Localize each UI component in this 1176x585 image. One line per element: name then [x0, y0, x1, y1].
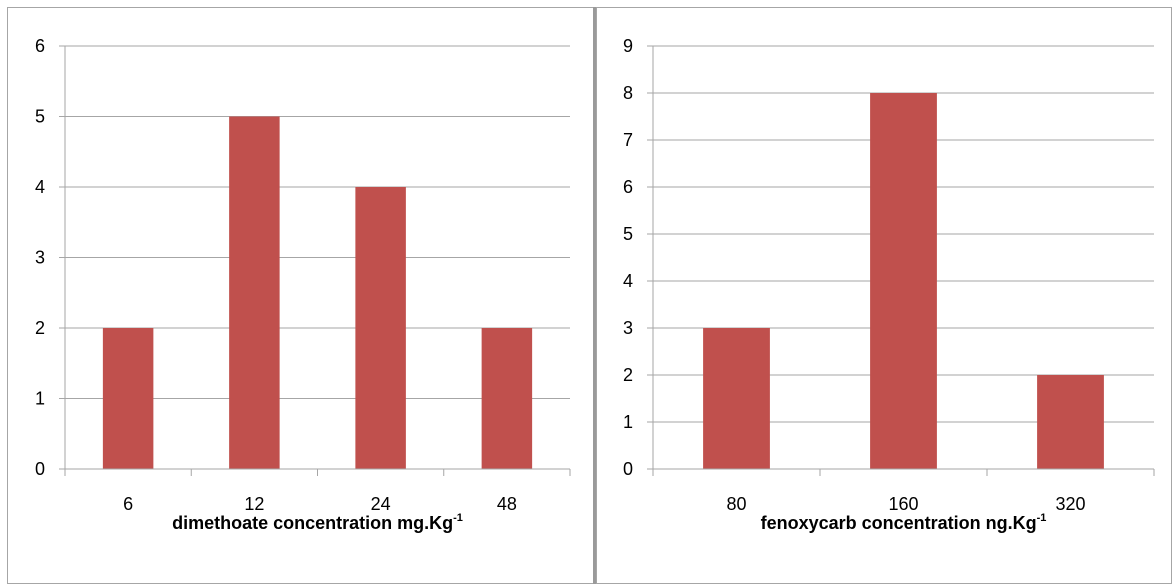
bar-6: [102, 328, 154, 469]
y-tick-label: 6: [623, 177, 633, 197]
bar-320: [1037, 375, 1104, 469]
x-axis-title-text: dimethoate concentration mg.Kg: [172, 513, 453, 533]
chart-fenoxycarb: 0 1 2 3 4 5 6 7 8 9 80 160 320 fenoxycarb concentrati…: [623, 36, 1155, 533]
y-tick-label: 1: [623, 412, 633, 432]
bar-12: [229, 116, 280, 469]
x-tick-label: 320: [1055, 494, 1085, 514]
y-tick-label: 5: [623, 224, 633, 244]
y-tick-label: 3: [35, 248, 45, 268]
chart-panel-fenoxycarb: 0 1 2 3 4 5 6 7 8 9 80 160 320 fenoxycarb concentrati…: [596, 7, 1172, 584]
y-tick-label: 3: [623, 318, 633, 338]
bar-48: [481, 328, 533, 469]
y-tick-label: 5: [35, 107, 45, 127]
y-tick-label: 9: [623, 36, 633, 56]
y-tick-label: 0: [623, 459, 633, 479]
panel-divider: [593, 7, 597, 584]
x-tick-label: 24: [371, 494, 391, 514]
y-tick-label: 7: [623, 130, 633, 150]
bar-80: [703, 328, 770, 469]
y-tick-label: 8: [623, 83, 633, 103]
y-tick-label: 4: [35, 177, 45, 197]
y-tick-label: 0: [35, 459, 45, 479]
y-tick-label: 4: [623, 271, 633, 291]
x-axis-title: dimethoate concentration mg.Kg-1: [172, 512, 463, 533]
x-tick-label: 160: [888, 494, 918, 514]
x-axis-title-superscript: -1: [1037, 512, 1047, 524]
x-axis-title-text: fenoxycarb concentration ng.Kg: [761, 513, 1037, 533]
bar-24: [355, 187, 406, 469]
x-axis-title: fenoxycarb concentration ng.Kg-1: [761, 512, 1047, 533]
y-tick-label: 2: [623, 365, 633, 385]
x-tick-label: 80: [726, 494, 746, 514]
y-tick-label: 6: [35, 36, 45, 56]
x-tick-label: 48: [497, 494, 517, 514]
x-tick-label: 12: [244, 494, 264, 514]
y-tick-label: 2: [35, 318, 45, 338]
x-axis-title-superscript: -1: [453, 512, 463, 524]
bar-160: [870, 93, 937, 469]
chart-panel-dimethoate: 0 1 2 3 4 5 6 6 12 24 48 dimethoate concentration m…: [7, 7, 594, 584]
x-tick-label: 6: [123, 494, 133, 514]
y-tick-label: 1: [35, 389, 45, 409]
